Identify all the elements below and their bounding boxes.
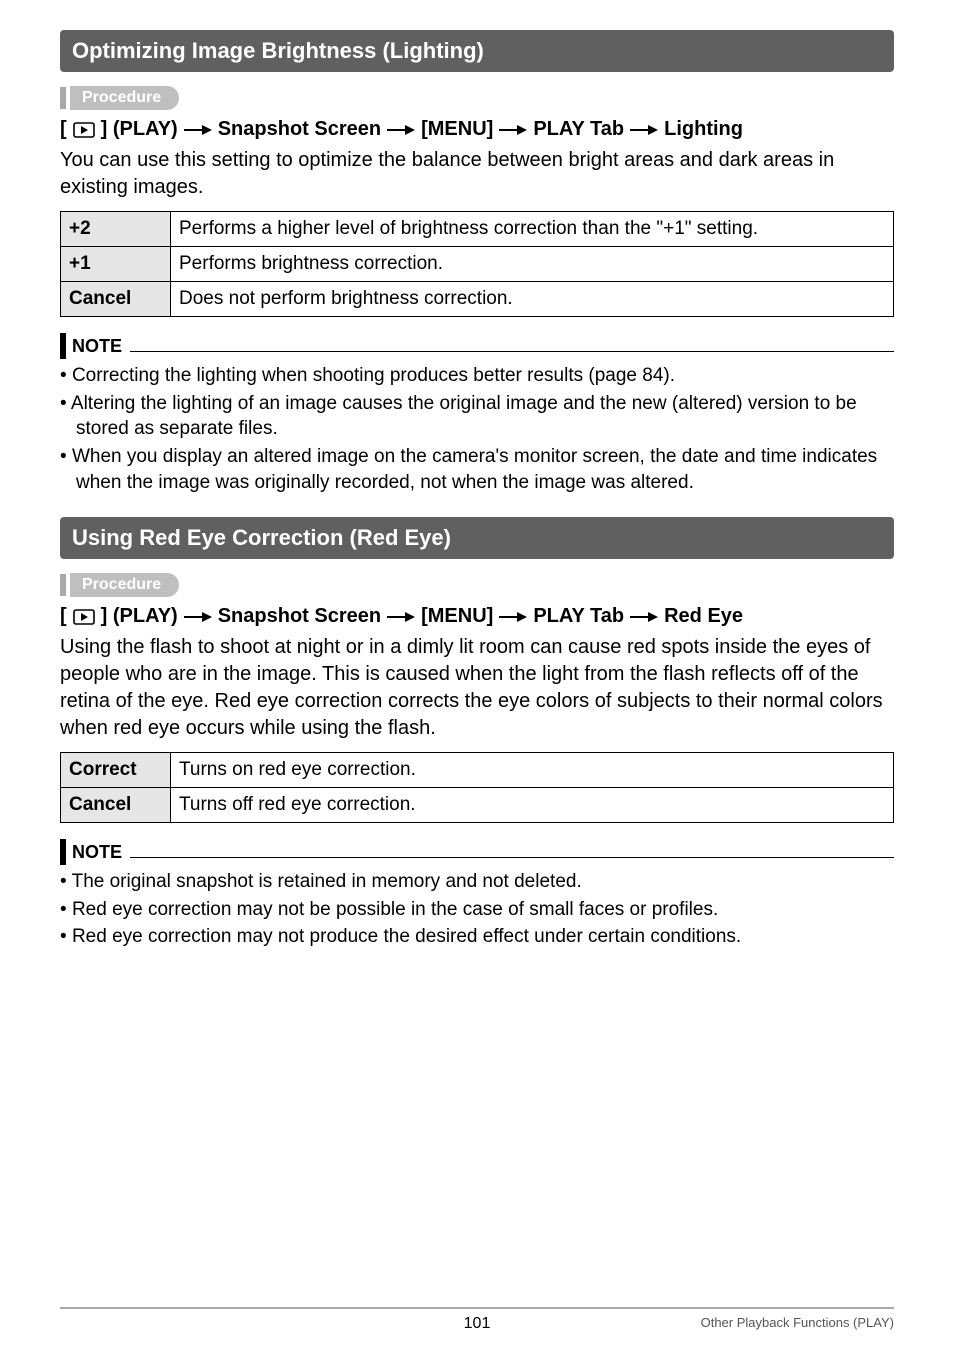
list-item: When you display an altered image on the… [60,444,894,495]
table-value: Turns off red eye correction. [171,788,894,823]
breadcrumb-path-1: [ ] (PLAY) Snapshot Screen [MENU] PLAY Tab Li… [60,118,894,141]
procedure-row-2: Procedure [60,573,894,597]
table-key: +2 [61,212,171,247]
path-segment: PLAY Tab [533,118,624,141]
procedure-bar-icon [60,574,66,596]
note-rule [130,351,894,352]
path-segment: Snapshot Screen [218,118,381,141]
arrow-icon [630,610,658,624]
table-value: Performs a higher level of brightness co… [171,212,894,247]
path-segment: Lighting [664,118,743,141]
table-row: +1Performs brightness correction. [61,247,894,282]
breadcrumb-path-2: [ ] (PLAY) Snapshot Screen [MENU] PLAY Tab Re… [60,605,894,628]
note-bar-icon [60,839,66,865]
procedure-bar-icon [60,87,66,109]
footer-caption: Other Playback Functions (PLAY) [616,1315,894,1333]
table-key: Cancel [61,282,171,317]
list-item: Altering the lighting of an image causes… [60,391,894,442]
path-segment: ] (PLAY) [101,118,178,141]
path-segment: Snapshot Screen [218,605,381,628]
arrow-icon [499,123,527,137]
arrow-icon [630,123,658,137]
procedure-pill: Procedure [70,573,179,597]
arrow-icon [499,610,527,624]
table-row: CancelDoes not perform brightness correc… [61,282,894,317]
table-key: Cancel [61,788,171,823]
page-number: 101 [338,1315,616,1333]
table-value: Performs brightness correction. [171,247,894,282]
path-segment: [ [60,605,67,628]
note-header-2: NOTE [60,839,894,865]
note-header-1: NOTE [60,333,894,359]
arrow-icon [387,610,415,624]
section2-table: CorrectTurns on red eye correction.Cance… [60,752,894,823]
list-item: Red eye correction may not be possible i… [60,897,894,923]
list-item: Correcting the lighting when shooting pr… [60,363,894,389]
section1-notes: Correcting the lighting when shooting pr… [60,363,894,495]
arrow-icon [184,123,212,137]
path-segment: [MENU] [421,605,493,628]
section2-intro: Using the flash to shoot at night or in … [60,634,894,742]
section1-table: +2Performs a higher level of brightness … [60,211,894,317]
play-icon [73,609,95,625]
path-segment: PLAY Tab [533,605,624,628]
path-segment: [ [60,118,67,141]
table-row: +2Performs a higher level of brightness … [61,212,894,247]
table-row: CancelTurns off red eye correction. [61,788,894,823]
procedure-pill: Procedure [70,86,179,110]
play-icon [73,122,95,138]
table-value: Does not perform brightness correction. [171,282,894,317]
section2-header: Using Red Eye Correction (Red Eye) [60,517,894,559]
path-segment: ] (PLAY) [101,605,178,628]
table-key: Correct [61,753,171,788]
page: Optimizing Image Brightness (Lighting) P… [0,0,954,1357]
path-segment: [MENU] [421,118,493,141]
table-value: Turns on red eye correction. [171,753,894,788]
arrow-icon [184,610,212,624]
list-item: The original snapshot is retained in mem… [60,869,894,895]
path-segment: Red Eye [664,605,743,628]
table-key: +1 [61,247,171,282]
note-label: NOTE [72,336,122,357]
list-item: Red eye correction may not produce the d… [60,924,894,950]
footer-rule [60,1307,894,1309]
page-footer: 101 Other Playback Functions (PLAY) [60,1307,894,1333]
table-row: CorrectTurns on red eye correction. [61,753,894,788]
section1-header: Optimizing Image Brightness (Lighting) [60,30,894,72]
note-label: NOTE [72,842,122,863]
arrow-icon [387,123,415,137]
note-bar-icon [60,333,66,359]
section2-notes: The original snapshot is retained in mem… [60,869,894,950]
procedure-row-1: Procedure [60,86,894,110]
note-rule [130,857,894,858]
section1-intro: You can use this setting to optimize the… [60,147,894,201]
